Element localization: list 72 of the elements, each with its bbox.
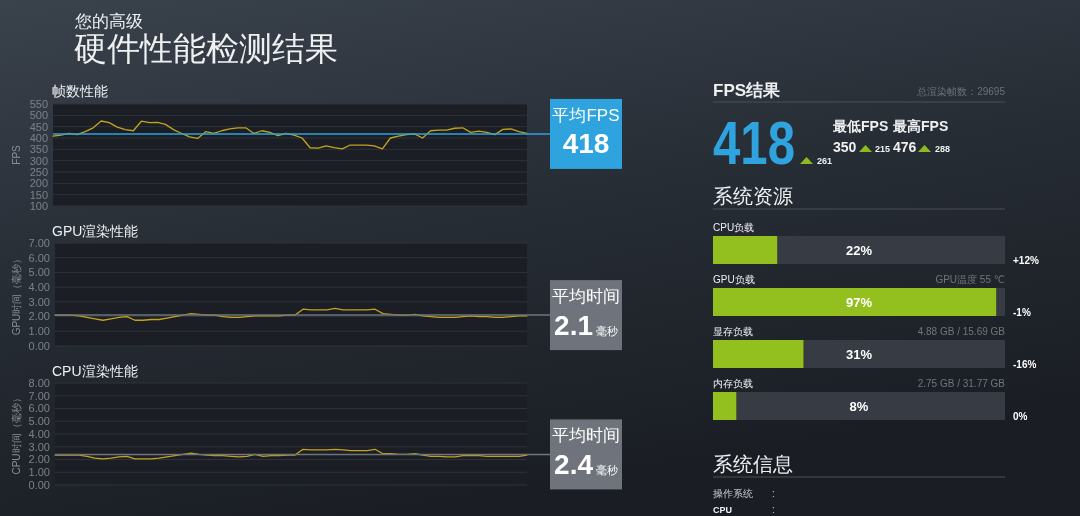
y-tick-label: 550	[29, 97, 48, 110]
line-series	[52, 120, 528, 150]
chart-title: 系统资源	[713, 185, 793, 207]
annotation: 4.88 GB / 15.69 GB	[917, 326, 1006, 337]
y-tick-label: 2.00	[28, 310, 50, 323]
y-tick-label: GPU负载	[713, 274, 755, 285]
y-tick-label: 4.00	[28, 280, 50, 293]
y-tick-label: 显存负载	[713, 326, 753, 337]
y-tick-label: 500	[29, 109, 48, 122]
y-tick-label: 2.00	[28, 453, 50, 466]
text: 288	[935, 144, 951, 154]
y-tick-label: CPU负载	[713, 222, 755, 233]
y-tick-label: 300	[29, 154, 48, 167]
ref-line-label: 平均FPS 418	[552, 105, 620, 159]
data-label: 22%	[845, 242, 873, 258]
line-series	[54, 448, 528, 460]
text: -16%	[1013, 359, 1037, 370]
y-tick-label: 200	[29, 177, 48, 190]
ref-line-label: 平均时间 2.1毫秒	[552, 287, 620, 342]
text: 350	[833, 139, 857, 155]
y-axis-title: GPU时间（毫秒）	[10, 253, 22, 336]
text: :	[772, 504, 775, 515]
chart-title: 帧数性能	[52, 83, 108, 99]
text: 261	[817, 156, 833, 166]
text: 最低FPS	[832, 118, 889, 134]
y-tick-label: 3.00	[28, 295, 50, 308]
y-tick-label: 4.00	[28, 427, 50, 440]
bar	[713, 392, 737, 420]
bar	[713, 236, 778, 264]
text: 476	[893, 139, 917, 155]
text: 最高FPS	[892, 118, 949, 134]
data-label: 8%	[849, 398, 869, 414]
y-tick-label: 6.00	[28, 402, 50, 415]
y-tick-label: 5.00	[28, 415, 50, 428]
text: 操作系统	[713, 488, 753, 499]
y-tick-label: 6.00	[28, 251, 50, 264]
text: :	[772, 488, 775, 499]
annotation: GPU温度 55 ℃	[935, 274, 1005, 285]
y-tick-label: 5.00	[28, 266, 50, 279]
chart-title: GPU渲染性能	[52, 223, 139, 239]
text: FPS结果	[713, 81, 782, 100]
y-tick-label: 150	[29, 188, 48, 201]
y-axis-title: FPS	[10, 144, 22, 165]
ref-line-label: 平均时间 2.4毫秒	[552, 426, 620, 481]
data-label: 97%	[845, 294, 873, 310]
text: +12%	[1013, 255, 1039, 266]
y-tick-label: 450	[29, 120, 48, 133]
y-tick-label: 8.00	[28, 376, 50, 389]
y-tick-label: 250	[29, 165, 48, 178]
data-label: 31%	[845, 346, 873, 362]
y-tick-label: 100	[29, 199, 48, 212]
y-tick-label: 0.00	[28, 478, 50, 491]
y-tick-label: 内存负载	[713, 378, 753, 389]
text: 硬件性能检测结果	[74, 30, 338, 67]
annotation: 2.75 GB / 31.77 GB	[917, 378, 1006, 389]
text: 您的高级	[74, 12, 143, 31]
text: CPU	[713, 505, 733, 515]
y-tick-label: 0.00	[28, 339, 50, 352]
y-tick-label: 3.00	[28, 440, 50, 453]
y-tick-label: 7.00	[28, 236, 50, 249]
y-tick-label: 350	[29, 143, 48, 156]
text: 0%	[1013, 411, 1028, 422]
y-tick-label: 1.00	[28, 325, 50, 338]
text: 418	[713, 108, 817, 177]
y-tick-label: 400	[29, 131, 48, 144]
y-tick-label: 7.00	[28, 389, 50, 402]
text: -1%	[1013, 307, 1031, 318]
y-tick-label: 1.00	[28, 466, 50, 479]
text: 215	[875, 144, 891, 154]
text: 系统信息	[713, 453, 793, 475]
chart-title: CPU渲染性能	[52, 363, 138, 379]
y-axis-title: CPU时间（毫秒）	[10, 393, 22, 475]
